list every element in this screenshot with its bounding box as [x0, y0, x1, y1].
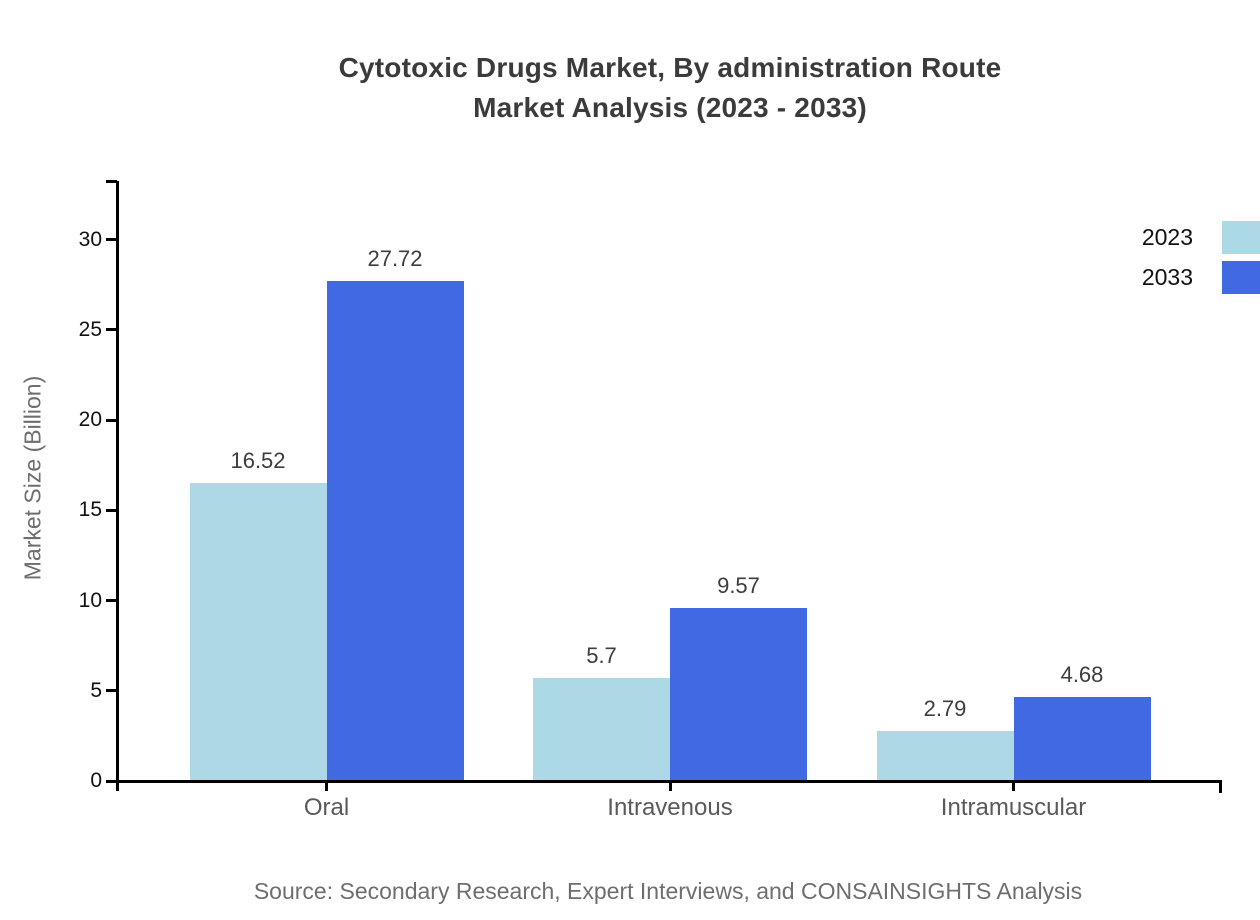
y-tick	[106, 599, 117, 602]
x-category-label: Intravenous	[607, 794, 733, 821]
bar-value-label: 16.52	[230, 448, 286, 473]
y-axis-top-cap	[106, 179, 117, 183]
bar-2023-intramuscular	[876, 731, 1014, 781]
y-tick-label: 25	[78, 317, 102, 341]
x-tick	[325, 781, 328, 791]
y-tick-label: 10	[78, 588, 102, 612]
bar-value-label: 4.68	[1060, 662, 1104, 687]
legend-label-2033: 2033	[1141, 264, 1193, 290]
x-axis-end-cap	[1219, 781, 1222, 793]
bar-value-label: 5.7	[586, 643, 617, 668]
y-tick-label: 5	[90, 678, 102, 702]
x-category-label: Oral	[303, 794, 350, 821]
y-tick	[106, 508, 117, 512]
bar-2023-oral	[189, 483, 327, 781]
y-tick-label: 20	[78, 408, 102, 431]
y-tick-label: 0	[90, 769, 102, 792]
x-tick	[1012, 781, 1015, 791]
bar-value-label: 27.72	[367, 246, 423, 271]
bar-value-label: 2.79	[923, 696, 967, 721]
y-tick	[106, 328, 117, 332]
legend-label-2023: 2023	[1141, 224, 1193, 250]
y-tick	[106, 689, 117, 693]
x-category-label: Intramuscular	[940, 794, 1087, 821]
bar-value-label: 9.57	[717, 573, 760, 598]
chart-title: Cytotoxic Drugs Market, By administratio…	[338, 52, 1002, 123]
bar-2033-intravenous	[670, 608, 807, 781]
bar-2033-intramuscular	[1013, 697, 1151, 781]
y-tick	[106, 779, 117, 783]
legend-swatch-2023	[1222, 221, 1260, 254]
y-tick-label: 15	[78, 498, 102, 522]
legend-swatch-2033	[1222, 261, 1260, 294]
y-tick-label: 30	[78, 227, 102, 251]
bar-2023-intravenous	[533, 678, 670, 781]
y-tick	[106, 238, 117, 241]
source-note: Source: Secondary Research, Expert Inter…	[253, 878, 1083, 904]
x-tick	[668, 781, 672, 791]
bar-2033-oral	[326, 281, 464, 781]
y-tick	[106, 418, 117, 422]
y-axis-spine	[115, 181, 119, 791]
